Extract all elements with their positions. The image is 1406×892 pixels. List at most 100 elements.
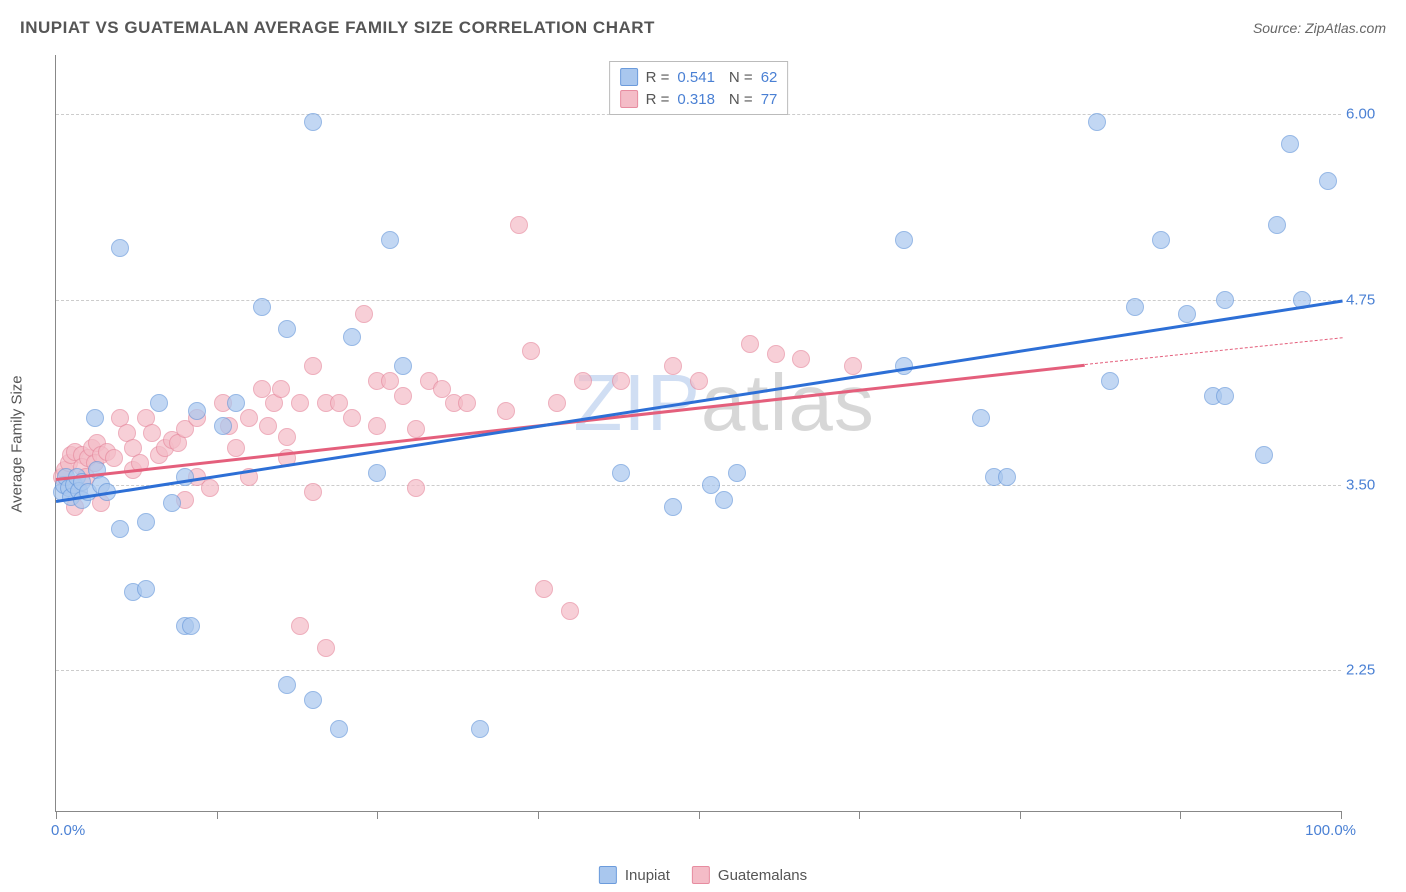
guatemalan-point <box>458 394 476 412</box>
guatemalan-point <box>304 483 322 501</box>
inupiat-point <box>111 520 129 538</box>
inupiat-point <box>1101 372 1119 390</box>
chart-title: INUPIAT VS GUATEMALAN AVERAGE FAMILY SIZ… <box>20 18 655 38</box>
inupiat-point <box>394 357 412 375</box>
guatemalan-point <box>574 372 592 390</box>
n-value-1: 62 <box>761 69 778 86</box>
inupiat-point <box>86 409 104 427</box>
legend-swatch-guatemalan <box>692 866 710 884</box>
stats-row-guatemalan: R = 0.318 N = 77 <box>620 88 778 110</box>
x-tick <box>1020 811 1021 819</box>
plot-area: ZIPatlas R = 0.541 N = 62 R = 0.318 N = … <box>55 55 1341 812</box>
inupiat-point <box>368 464 386 482</box>
y-axis-title: Average Family Size <box>9 375 26 512</box>
inupiat-point <box>278 676 296 694</box>
guatemalan-point <box>343 409 361 427</box>
inupiat-point <box>1216 387 1234 405</box>
inupiat-point <box>278 320 296 338</box>
x-tick <box>217 811 218 819</box>
guatemalan-point <box>407 479 425 497</box>
y-tick-label: 3.50 <box>1346 476 1391 493</box>
trendline-guatemalan-extrapolated <box>1085 337 1342 365</box>
gridline <box>56 670 1341 671</box>
guatemalan-point <box>368 417 386 435</box>
inupiat-point <box>1216 291 1234 309</box>
y-tick-label: 4.75 <box>1346 291 1391 308</box>
inupiat-point <box>304 113 322 131</box>
series-legend: Inupiat Guatemalans <box>599 866 807 884</box>
guatemalan-point <box>792 350 810 368</box>
inupiat-point <box>227 394 245 412</box>
guatemalan-point <box>535 580 553 598</box>
inupiat-point <box>330 720 348 738</box>
guatemalan-point <box>355 305 373 323</box>
legend-label-inupiat: Inupiat <box>625 867 670 884</box>
inupiat-point <box>1126 298 1144 316</box>
inupiat-point <box>182 617 200 635</box>
inupiat-point <box>381 231 399 249</box>
guatemalan-point <box>767 345 785 363</box>
inupiat-point <box>163 494 181 512</box>
guatemalan-point <box>201 479 219 497</box>
guatemalan-point <box>433 380 451 398</box>
x-tick <box>1180 811 1181 819</box>
guatemalan-point <box>561 602 579 620</box>
x-axis-max-label: 100.0% <box>1305 822 1356 839</box>
swatch-guatemalan <box>620 90 638 108</box>
guatemalan-point <box>143 424 161 442</box>
x-tick <box>377 811 378 819</box>
inupiat-point <box>1281 135 1299 153</box>
guatemalan-point <box>497 402 515 420</box>
stats-legend: R = 0.541 N = 62 R = 0.318 N = 77 <box>609 61 789 115</box>
inupiat-point <box>214 417 232 435</box>
inupiat-point <box>612 464 630 482</box>
guatemalan-point <box>317 639 335 657</box>
guatemalan-point <box>291 394 309 412</box>
r-label-2: R = <box>646 91 670 108</box>
guatemalan-point <box>381 372 399 390</box>
inupiat-point <box>253 298 271 316</box>
guatemalan-point <box>690 372 708 390</box>
swatch-inupiat <box>620 68 638 86</box>
x-tick <box>1341 811 1342 819</box>
x-tick <box>538 811 539 819</box>
legend-item-inupiat: Inupiat <box>599 866 670 884</box>
inupiat-point <box>702 476 720 494</box>
r-value-2: 0.318 <box>677 91 715 108</box>
legend-label-guatemalan: Guatemalans <box>718 867 807 884</box>
guatemalan-point <box>612 372 630 390</box>
chart-container: Average Family Size ZIPatlas R = 0.541 N… <box>45 50 1396 837</box>
r-label-1: R = <box>646 69 670 86</box>
gridline <box>56 300 1341 301</box>
inupiat-point <box>998 468 1016 486</box>
inupiat-point <box>972 409 990 427</box>
guatemalan-point <box>105 449 123 467</box>
y-tick-label: 2.25 <box>1346 662 1391 679</box>
inupiat-point <box>150 394 168 412</box>
inupiat-point <box>471 720 489 738</box>
inupiat-point <box>664 498 682 516</box>
inupiat-point <box>1268 216 1286 234</box>
inupiat-point <box>1088 113 1106 131</box>
r-value-1: 0.541 <box>677 69 715 86</box>
guatemalan-point <box>664 357 682 375</box>
guatemalan-point <box>548 394 566 412</box>
inupiat-point <box>1255 446 1273 464</box>
guatemalan-point <box>407 420 425 438</box>
x-axis-min-label: 0.0% <box>51 822 85 839</box>
guatemalan-point <box>304 357 322 375</box>
x-tick <box>699 811 700 819</box>
guatemalan-point <box>844 357 862 375</box>
guatemalan-point <box>522 342 540 360</box>
inupiat-point <box>895 231 913 249</box>
guatemalan-point <box>330 394 348 412</box>
guatemalan-point <box>510 216 528 234</box>
inupiat-point <box>728 464 746 482</box>
legend-swatch-inupiat <box>599 866 617 884</box>
inupiat-point <box>176 468 194 486</box>
inupiat-point <box>715 491 733 509</box>
n-label-2: N = <box>729 91 753 108</box>
legend-item-guatemalan: Guatemalans <box>692 866 807 884</box>
guatemalan-point <box>259 417 277 435</box>
guatemalan-point <box>278 428 296 446</box>
